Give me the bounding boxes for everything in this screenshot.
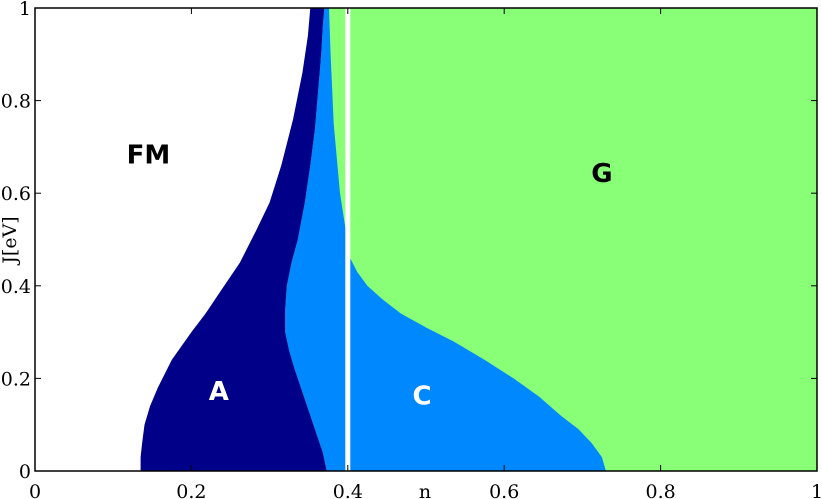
y-tick-label: 0.4 (1, 276, 31, 298)
plot-area (35, 8, 817, 471)
region-labels: FM A C G (127, 141, 613, 412)
axes-frame (34, 7, 818, 472)
y-tick-label: 0.2 (1, 368, 31, 390)
region-a (140, 8, 327, 471)
region-label-g: G (591, 159, 612, 189)
x-tick-label: 1 (811, 481, 822, 499)
x-tick-label: 0.4 (333, 481, 363, 499)
region-c (285, 8, 606, 471)
y-axis-label: J[eV] (0, 216, 21, 265)
y-tick-label: 0 (19, 461, 31, 483)
region-label-a: A (209, 377, 229, 407)
x-tick-label: 0.6 (489, 481, 519, 499)
y-tick-label: 0.8 (1, 91, 31, 113)
region-label-fm: FM (127, 141, 171, 171)
x-tick-label: 0.8 (645, 481, 675, 499)
x-axis-label: n (419, 481, 431, 499)
x-tick-label: 0.2 (176, 481, 206, 499)
y-tick-label: 0.6 (1, 183, 31, 205)
region-label-c: C (413, 381, 432, 411)
x-tick-label: 0 (29, 481, 41, 499)
y-tick-label: 1 (19, 0, 31, 20)
axes (34, 7, 818, 472)
